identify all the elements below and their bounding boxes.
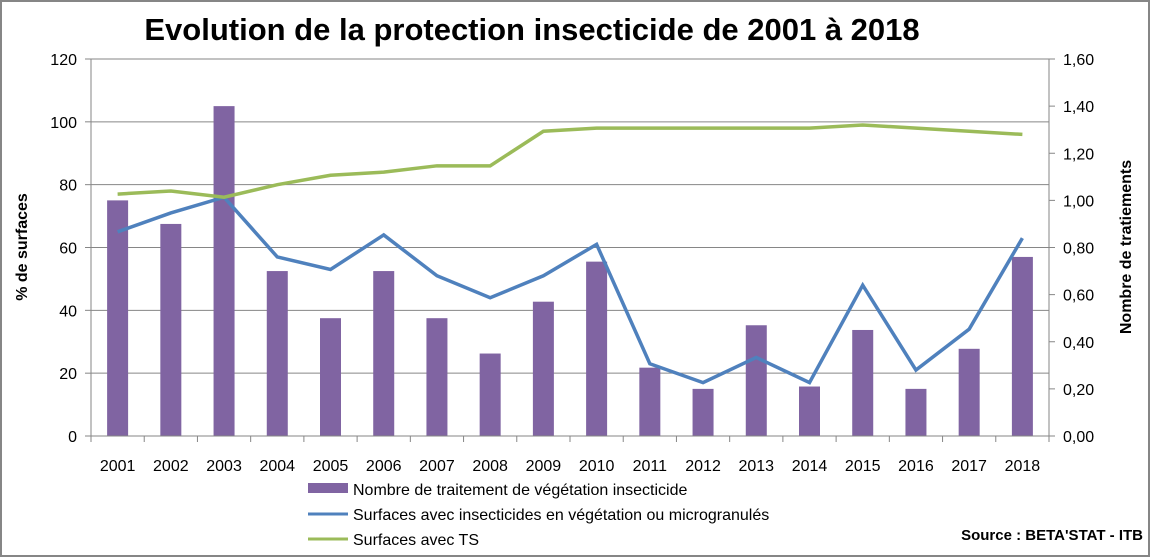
left-tick-label: 80 — [59, 178, 77, 195]
bar-2017 — [958, 348, 980, 436]
left-tick-label: 100 — [50, 115, 77, 132]
right-tick-label: 0,40 — [1063, 335, 1094, 352]
x-tick-label: 2010 — [579, 458, 615, 475]
legend-swatch-bar — [308, 483, 348, 493]
left-tick-label: 60 — [59, 241, 77, 258]
x-tick-label: 2009 — [526, 458, 562, 475]
x-tick-label: 2013 — [738, 458, 774, 475]
bar-2013 — [745, 325, 767, 436]
x-tick-label: 2018 — [1005, 458, 1041, 475]
lines-group — [117, 123, 1024, 385]
chart-title: Evolution de la protection insecticide d… — [144, 12, 919, 47]
legend: Nombre de traitement de végétation insec… — [308, 482, 769, 549]
x-axis-ticks: 2001 2002 2003 2004 2005 2006 2007 2008 2009 2010… — [90, 436, 1050, 475]
x-tick-label: 2014 — [792, 458, 828, 475]
right-tick-label: 1,60 — [1063, 52, 1094, 69]
x-tick-label: 2005 — [313, 458, 349, 475]
x-tick-label: 2007 — [419, 458, 455, 475]
bar-2007 — [426, 318, 448, 436]
line-series-2 — [117, 123, 1023, 200]
bar-2012 — [692, 388, 714, 436]
x-tick-label: 2006 — [366, 458, 402, 475]
x-tick-label: 2003 — [206, 458, 242, 475]
bar-2014 — [799, 386, 820, 436]
x-tick-label: 2001 — [100, 458, 136, 475]
right-tick-label: 1,20 — [1063, 146, 1094, 163]
bar-2005 — [320, 318, 341, 436]
bar-2001 — [107, 200, 129, 436]
right-tick-label: 1,40 — [1063, 99, 1094, 116]
bar-2002 — [160, 223, 182, 436]
bar-2008 — [479, 353, 501, 436]
left-tick-label: 0 — [68, 429, 77, 446]
x-tick-label: 2012 — [685, 458, 721, 475]
x-tick-label: 2004 — [259, 458, 295, 475]
bar-2011 — [639, 367, 661, 436]
right-tick-label: 0,60 — [1063, 288, 1094, 305]
gridlines — [91, 58, 1049, 374]
right-tick-label: 1,00 — [1063, 193, 1094, 210]
x-tick-label: 2015 — [845, 458, 881, 475]
bar-2015 — [852, 329, 874, 436]
line-series-1 — [117, 195, 1024, 385]
left-tick-label: 40 — [59, 303, 77, 320]
y-axis-title: % de surfaces — [14, 193, 31, 301]
bar-2018 — [1011, 256, 1033, 436]
bar-2006 — [373, 271, 395, 436]
x-tick-label: 2011 — [633, 458, 668, 475]
left-axis-ticks: 0 20 40 60 80 100 120 — [50, 52, 91, 446]
legend-label: Surfaces avec insecticides en végétation… — [353, 507, 769, 524]
y2-axis-title: Nombre de tratiements — [1118, 160, 1135, 334]
bar-2009 — [532, 301, 554, 436]
left-tick-label: 20 — [59, 366, 77, 383]
bar-2003 — [213, 106, 235, 436]
source-annotation: Source : BETA'STAT - ITB — [961, 527, 1143, 544]
left-tick-label: 120 — [50, 52, 77, 69]
legend-label: Surfaces avec TS — [353, 532, 479, 549]
right-tick-label: 0,20 — [1063, 382, 1094, 399]
right-tick-label: 0,80 — [1063, 241, 1094, 258]
right-axis-ticks: 0,00 0,20 0,40 0,60 0,80 1,00 1,20 1,40 1,60 — [1049, 52, 1094, 446]
bar-2004 — [266, 271, 288, 436]
bars-group — [107, 106, 1033, 436]
bar-2010 — [586, 261, 608, 436]
bar-2016 — [905, 388, 927, 436]
x-tick-label: 2017 — [951, 458, 987, 475]
right-tick-label: 0,00 — [1063, 429, 1094, 446]
legend-label: Nombre de traitement de végétation insec… — [353, 482, 688, 499]
x-tick-label: 2016 — [898, 458, 934, 475]
x-tick-label: 2008 — [472, 458, 508, 475]
x-tick-label: 2002 — [153, 458, 189, 475]
